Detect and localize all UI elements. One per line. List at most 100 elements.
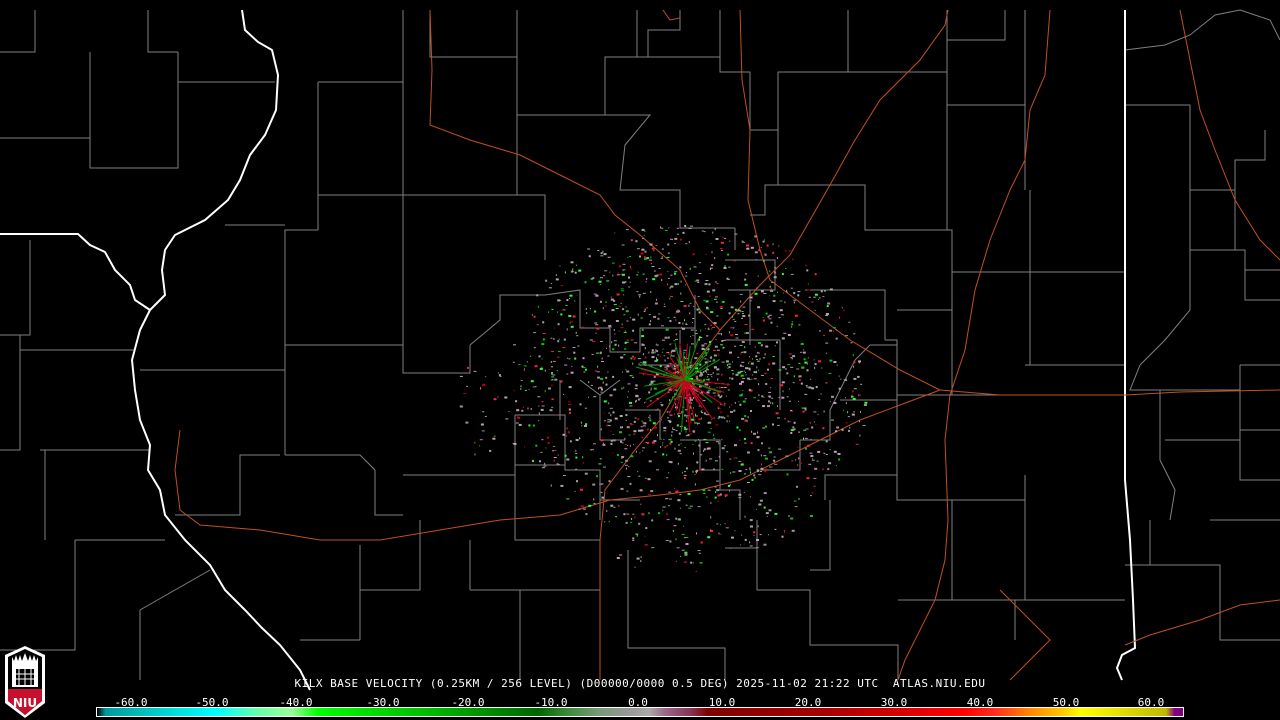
echo-pixel bbox=[667, 317, 670, 319]
echo-pixel bbox=[623, 314, 626, 316]
echo-pixel bbox=[744, 332, 746, 335]
echo-pixel bbox=[649, 417, 651, 420]
echo-pixel bbox=[524, 389, 527, 391]
echo-pixel bbox=[638, 294, 642, 296]
echo-pixel bbox=[584, 281, 587, 284]
echo-pixel bbox=[807, 363, 809, 366]
echo-pixel bbox=[857, 375, 860, 378]
echo-pixel bbox=[739, 364, 742, 367]
echo-pixel bbox=[693, 306, 695, 307]
echo-streak bbox=[684, 358, 721, 381]
echo-pixel bbox=[692, 444, 694, 446]
echo-pixel bbox=[534, 386, 537, 388]
colorbar-tick: 40.0 bbox=[966, 696, 994, 709]
echo-pixel bbox=[497, 396, 499, 398]
echo-pixel bbox=[760, 247, 762, 249]
echo-streak bbox=[684, 379, 693, 400]
echo-pixel bbox=[724, 265, 726, 268]
echo-streak bbox=[684, 379, 726, 407]
echo-pixel bbox=[864, 401, 868, 404]
echo-pixel bbox=[726, 277, 729, 280]
echo-pixel bbox=[624, 444, 627, 446]
echo-pixel bbox=[557, 323, 560, 326]
echo-pixel bbox=[794, 506, 798, 508]
echo-pixel bbox=[618, 305, 622, 307]
echo-pixel bbox=[593, 503, 596, 505]
echo-pixel bbox=[689, 267, 691, 270]
echo-pixel bbox=[704, 348, 706, 350]
echo-pixel bbox=[677, 499, 681, 502]
echo-pixel bbox=[728, 363, 732, 365]
radar-echoes bbox=[459, 225, 868, 572]
echo-pixel bbox=[793, 292, 796, 295]
echo-pixel bbox=[690, 329, 694, 331]
echo-pixel bbox=[696, 375, 698, 377]
echo-pixel bbox=[793, 421, 796, 424]
echo-streak bbox=[684, 338, 699, 381]
echo-pixel bbox=[641, 228, 645, 231]
echo-pixel bbox=[630, 455, 634, 458]
echo-pixel bbox=[530, 408, 532, 410]
echo-pixel bbox=[729, 420, 731, 422]
echo-pixel bbox=[690, 561, 693, 564]
echo-pixel bbox=[699, 374, 703, 377]
echo-pixel bbox=[697, 550, 701, 551]
echo-pixel bbox=[732, 471, 736, 473]
echo-pixel bbox=[776, 325, 778, 327]
echo-pixel bbox=[790, 366, 794, 368]
echo-pixel bbox=[551, 351, 554, 353]
echo-pixel bbox=[617, 351, 619, 353]
echo-pixel bbox=[649, 243, 653, 246]
echo-pixel bbox=[709, 458, 713, 460]
echo-pixel bbox=[671, 434, 673, 437]
echo-pixel bbox=[805, 264, 808, 266]
echo-pixel bbox=[749, 468, 751, 471]
echo-pixel bbox=[566, 458, 570, 461]
echo-pixel bbox=[744, 442, 747, 444]
echo-pixel bbox=[762, 317, 764, 318]
echo-pixel bbox=[691, 413, 693, 415]
echo-pixel bbox=[764, 457, 768, 460]
echo-pixel bbox=[825, 313, 829, 315]
echo-pixel bbox=[685, 431, 687, 433]
echo-pixel bbox=[676, 310, 680, 313]
echo-pixel bbox=[663, 355, 665, 357]
echo-pixel bbox=[638, 522, 641, 525]
echo-pixel bbox=[613, 506, 616, 508]
echo-pixel bbox=[797, 291, 801, 293]
echo-pixel bbox=[696, 469, 699, 472]
echo-pixel bbox=[625, 467, 627, 470]
echo-pixel bbox=[613, 340, 617, 342]
echo-pixel bbox=[813, 296, 817, 298]
echo-pixel bbox=[602, 250, 604, 253]
echo-pixel bbox=[704, 324, 707, 326]
echo-streak bbox=[684, 379, 692, 424]
echo-pixel bbox=[681, 326, 683, 329]
echo-pixel bbox=[717, 333, 721, 335]
echo-pixel bbox=[505, 418, 509, 420]
echo-pixel bbox=[630, 239, 633, 242]
echo-pixel bbox=[790, 432, 793, 434]
echo-pixel bbox=[705, 459, 707, 462]
echo-pixel bbox=[749, 389, 753, 392]
echo-pixel bbox=[728, 331, 730, 334]
echo-pixel bbox=[545, 447, 547, 449]
echo-pixel bbox=[814, 310, 816, 311]
echo-pixel bbox=[795, 459, 797, 461]
echo-pixel bbox=[785, 455, 789, 457]
echo-pixel bbox=[708, 379, 710, 382]
echo-pixel bbox=[623, 513, 626, 516]
echo-pixel bbox=[771, 281, 774, 283]
colorbar-tick: 50.0 bbox=[1052, 696, 1080, 709]
echo-pixel bbox=[551, 376, 555, 378]
echo-pixel bbox=[701, 344, 705, 347]
echo-pixel bbox=[851, 395, 853, 398]
echo-pixel bbox=[555, 274, 557, 276]
echo-pixel bbox=[703, 492, 706, 494]
echo-pixel bbox=[721, 361, 725, 363]
echo-pixel bbox=[712, 289, 716, 292]
echo-pixel bbox=[745, 371, 746, 373]
echo-pixel bbox=[729, 240, 731, 242]
echo-pixel bbox=[674, 365, 676, 368]
